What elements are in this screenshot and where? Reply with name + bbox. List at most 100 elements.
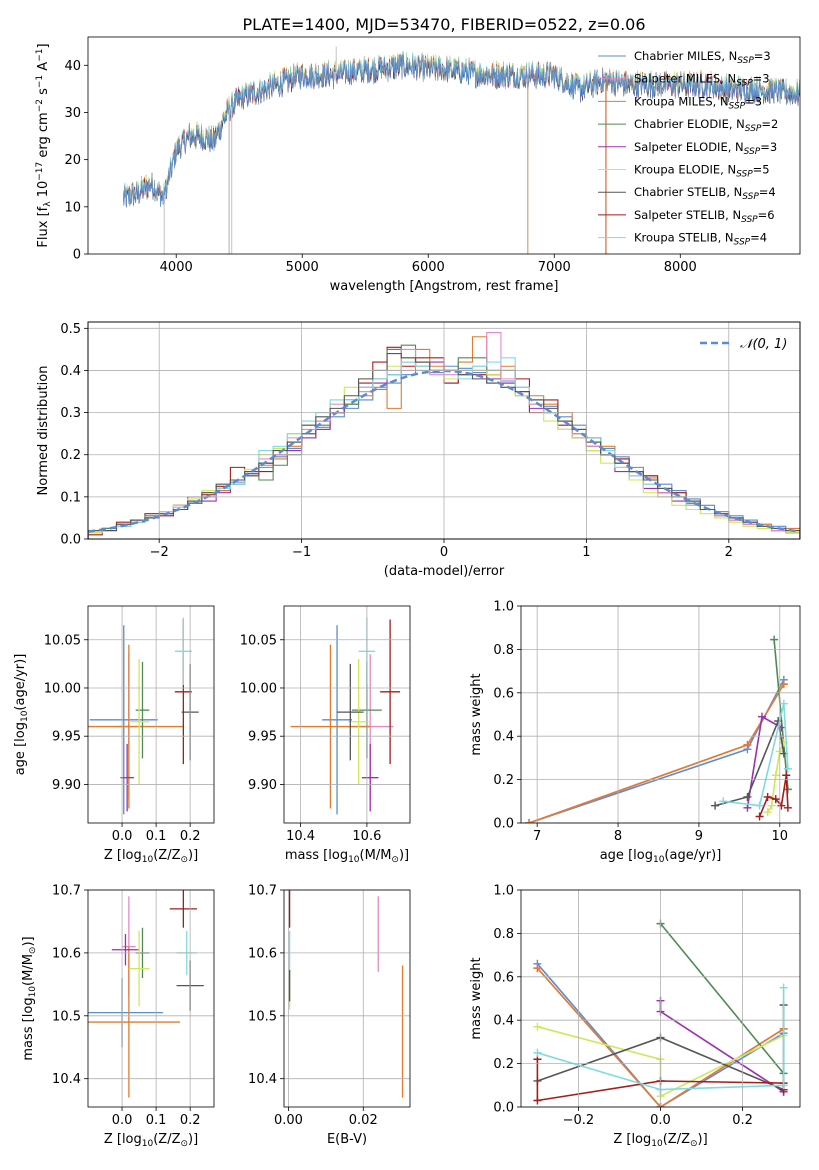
age-vs-z-ylabel: age [log10(age/yr)] <box>13 654 30 776</box>
spectrum-ytick-label-1: 10 <box>64 200 81 215</box>
age-vs-z-ytick-label-1: 9.95 <box>52 730 81 745</box>
spectrum-xtick-label-3: 7000 <box>538 260 571 275</box>
spectrum-legend-label-2: Kroupa MILES, NSSP=3 <box>634 94 762 111</box>
residuals-ytick-label-3: 0.3 <box>60 406 81 421</box>
mass-vs-ebv-ytick-label-2: 10.6 <box>248 946 277 961</box>
age-vs-mass-ytick-label-0: 9.90 <box>248 778 277 793</box>
weight-vs-age-marker-8-2 <box>779 699 788 708</box>
age-vs-z-xlabel: Z [log10(Z/Z⊙)] <box>104 848 198 865</box>
mass-vs-ebv-xtick-label-1: 0.02 <box>349 1113 378 1128</box>
weight-vs-age-xtick-label-3: 10 <box>772 829 789 844</box>
residuals-ytick-label-1: 0.1 <box>60 490 81 505</box>
residuals-xtick-label-4: 2 <box>725 545 733 560</box>
age-vs-z-xtick-label-1: 0.1 <box>146 829 167 844</box>
age-vs-mass-ytick-label-3: 10.05 <box>240 633 277 648</box>
weight-vs-age-marker-7-0 <box>755 812 764 821</box>
weight-vs-z-xlabel: Z [log10(Z/Z⊙)] <box>613 1132 707 1149</box>
weight-vs-z-ytick-label-2: 0.4 <box>493 1014 514 1029</box>
weight-vs-age-marker-8-1 <box>755 801 764 810</box>
mass-vs-z-panel: 0.0 0.1 0.2 10.4 10.5 10.6 10.7 Z [log10(Z/Z⊙)]… <box>21 884 215 1149</box>
age-vs-mass-xtick-label-1: 10.6 <box>352 829 381 844</box>
spectrum-xtick-label-4: 8000 <box>664 260 697 275</box>
residuals-ylabel: Normed distribution <box>36 366 51 496</box>
mass-vs-z-ytick-label-2: 10.6 <box>52 946 81 961</box>
mass-vs-z-xlabel: Z [log10(Z/Z⊙)] <box>104 1132 198 1149</box>
age-vs-mass-ytick-label-2: 10.00 <box>240 681 277 696</box>
weight-vs-age-marker-6-0 <box>711 801 720 810</box>
mass-vs-ebv-ytick-label-0: 10.4 <box>248 1072 277 1087</box>
spectrum-frame <box>87 36 801 255</box>
weight-vs-age-marker-7-2 <box>771 795 780 804</box>
mass-vs-z-ytick-label-3: 10.7 <box>52 884 81 899</box>
weight-vs-age-marker-8-0 <box>719 797 728 806</box>
age-vs-mass-plot-area <box>290 617 401 815</box>
spectrum-ytick-label-0: 0 <box>73 248 81 263</box>
weight-vs-age-xtick-label-0: 7 <box>533 829 541 844</box>
weight-vs-age-marker-7-5 <box>783 803 792 812</box>
mass-vs-z-frame <box>87 889 215 1108</box>
age-vs-mass-panel: 10.4 10.6 9.90 9.95 10.00 10.05 mass [log10(M/… <box>240 605 411 865</box>
residuals-frame-top <box>87 321 801 540</box>
weight-vs-age-marker-7-3 <box>777 801 786 810</box>
weight-vs-age-ytick-label-5: 1.0 <box>493 600 514 615</box>
age-vs-z-frame <box>87 605 215 824</box>
weight-vs-z-xtick-label-0: −0.2 <box>563 1113 595 1128</box>
spectrum-line-9 <box>123 52 800 208</box>
residuals-legend-label: 𝒩(0, 1) <box>740 337 787 352</box>
weight-vs-age-marker-7-1 <box>763 792 772 801</box>
age-vs-z-xtick-label-0: 0.0 <box>112 829 133 844</box>
weight-vs-z-ytick-label-4: 0.8 <box>493 927 514 942</box>
mass-vs-ebv-ytick-label-3: 10.7 <box>248 884 277 899</box>
residuals-xtick-label-0: −2 <box>150 545 169 560</box>
mass-vs-z-plot-area <box>88 890 204 1098</box>
weight-vs-age-marker-7-4 <box>782 771 791 780</box>
spectrum-legend-label-5: Kroupa ELODIE, NSSP=5 <box>634 163 770 180</box>
mass-vs-ebv-xlabel: E(B-V) <box>327 1132 367 1147</box>
spectrum-legend-label-8: Kroupa STELIB, NSSP=4 <box>634 231 767 248</box>
mass-vs-ebv-plot-area <box>288 890 404 1098</box>
residuals-ytick-label-4: 0.4 <box>60 364 81 379</box>
weight-vs-z-ytick-label-3: 0.6 <box>493 970 514 985</box>
spectrum-plot-area <box>123 46 800 254</box>
mass-vs-ebv-panel: 0.00 0.02 10.4 10.5 10.6 10.7 E(B-V) <box>248 884 411 1147</box>
spectrum-xtick-label-2: 6000 <box>412 260 445 275</box>
weight-vs-age-marker-5-0 <box>763 808 772 817</box>
weight-vs-z-marker-5-0 <box>533 1022 542 1031</box>
weight-vs-age-ytick-label-1: 0.2 <box>493 773 514 788</box>
weight-vs-age-marker-2-0 <box>525 819 534 823</box>
weight-vs-age-ytick-label-3: 0.6 <box>493 686 514 701</box>
weight-vs-age-marker-2-1 <box>743 740 752 749</box>
residuals-ytick-label-0: 0.0 <box>60 533 81 548</box>
mass-vs-z-ytick-label-1: 10.5 <box>52 1009 81 1024</box>
weight-vs-z-ytick-label-0: 0.0 <box>493 1101 514 1116</box>
spectrum-legend-label-4: Salpeter ELODIE, NSSP=3 <box>634 140 777 157</box>
spectrum-ytick-label-4: 40 <box>64 59 81 74</box>
residuals-xlabel: (data-model)/error <box>384 564 505 579</box>
age-vs-mass-ytick-label-1: 9.95 <box>248 730 277 745</box>
weight-vs-z-marker-8-2 <box>779 1081 788 1090</box>
mass-vs-z-xtick-label-2: 0.2 <box>180 1113 201 1128</box>
age-vs-z-ytick-label-2: 10.00 <box>44 681 81 696</box>
age-vs-z-panel: 0.0 0.1 0.2 9.90 9.95 10.00 10.05 Z [log10(Z/Z⊙… <box>13 605 215 865</box>
weight-vs-age-line-4 <box>746 715 782 808</box>
weight-vs-age-marker-8-3 <box>783 764 792 773</box>
age-vs-z-xtick-label-2: 0.2 <box>180 829 201 844</box>
age-vs-mass-xlabel: mass [log10(M/M⊙)] <box>285 848 409 865</box>
weight-vs-z-marker-8-3 <box>779 983 788 992</box>
mass-vs-ebv-ytick-label-1: 10.5 <box>248 1009 277 1024</box>
weight-vs-age-xtick-label-1: 8 <box>614 829 622 844</box>
weight-vs-age-panel: 7 8 9 10 0.0 0.2 0.4 0.6 0.8 1.0 age [log10(age/yr… <box>469 600 801 865</box>
figure-title: PLATE=1400, MJD=53470, FIBERID=0522, z=0… <box>242 15 645 34</box>
mass-vs-ebv-xtick-label-0: 0.00 <box>274 1113 303 1128</box>
weight-vs-age-ytick-label-2: 0.4 <box>493 730 514 745</box>
weight-vs-age-line-7 <box>758 775 789 817</box>
weight-vs-z-ylabel: mass weight <box>469 957 484 1039</box>
weight-vs-age-marker-3-0 <box>770 635 779 644</box>
residuals-xtick-label-1: −1 <box>292 545 311 560</box>
mass-vs-z-xtick-label-0: 0.0 <box>112 1113 133 1128</box>
weight-vs-age-xlabel: age [log10(age/yr)] <box>600 848 722 865</box>
age-vs-z-ytick-label-0: 9.90 <box>52 778 81 793</box>
weight-vs-age-ytick-label-0: 0.0 <box>493 817 514 832</box>
weight-vs-age-marker-2-2 <box>779 680 788 689</box>
spectrum-legend-label-0: Chabrier MILES, NSSP=3 <box>634 49 771 66</box>
